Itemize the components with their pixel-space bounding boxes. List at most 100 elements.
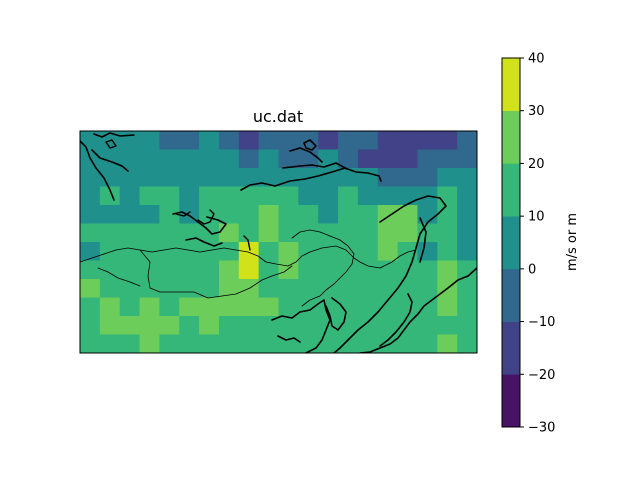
contour-cell xyxy=(258,168,280,188)
contour-cell xyxy=(417,334,438,353)
contour-field xyxy=(80,131,477,353)
contour-cell xyxy=(278,186,299,206)
contour-cell xyxy=(99,334,121,353)
contour-cell xyxy=(218,316,240,336)
contour-cell xyxy=(99,297,121,317)
contour-cell xyxy=(377,260,399,280)
contour-cell xyxy=(80,316,101,336)
contour-cell xyxy=(318,168,339,188)
contour-cell xyxy=(417,205,438,225)
japan-coast xyxy=(379,293,413,347)
contour-cell xyxy=(258,186,280,206)
country-border-2 xyxy=(139,249,293,299)
contour-cell xyxy=(199,168,220,188)
contour-cell xyxy=(199,131,220,151)
contour-cell xyxy=(417,316,438,336)
chart-title: uc.dat xyxy=(253,107,303,126)
contour-cell xyxy=(80,168,101,188)
contour-cell xyxy=(397,205,419,225)
contour-cell xyxy=(417,149,438,169)
contour-cell xyxy=(377,297,399,317)
contour-cell xyxy=(437,316,458,336)
contour-cell xyxy=(159,205,180,225)
contour-cell xyxy=(377,131,399,151)
colorbar-bands xyxy=(502,58,520,428)
contour-cell xyxy=(318,223,339,243)
contour-cell xyxy=(238,316,260,336)
country-border-4 xyxy=(379,249,417,269)
contour-cell xyxy=(99,242,121,262)
contour-cell xyxy=(159,260,180,280)
korea-coast xyxy=(325,297,347,331)
contour-cell xyxy=(179,334,200,353)
contour-cell xyxy=(278,131,299,151)
contour-cell xyxy=(417,242,438,262)
contour-cell xyxy=(238,168,260,188)
contour-cell xyxy=(377,168,399,188)
contour-cell xyxy=(179,131,200,151)
contour-cell xyxy=(377,242,399,262)
contour-cell xyxy=(318,131,339,151)
contour-cell xyxy=(357,297,379,317)
contour-cell xyxy=(238,297,260,317)
map-frame xyxy=(79,130,478,354)
contour-cell xyxy=(278,223,299,243)
contour-cell xyxy=(457,131,477,151)
contour-cell xyxy=(159,149,180,169)
arctic-coastline xyxy=(240,167,382,191)
contour-cell xyxy=(139,316,160,336)
contour-cell xyxy=(338,168,359,188)
contour-cell xyxy=(99,316,121,336)
island-shore xyxy=(105,139,117,149)
colorbar-tick-label: 40 xyxy=(528,52,545,67)
contour-cell xyxy=(397,168,419,188)
contour-cell xyxy=(238,260,260,280)
contour-cell xyxy=(258,131,280,151)
arctic-coastline-east xyxy=(282,162,348,170)
contour-cell xyxy=(119,316,141,336)
contour-cell xyxy=(318,186,339,206)
contour-cell xyxy=(457,334,477,353)
contour-cell xyxy=(119,186,141,206)
contour-cell xyxy=(80,186,101,206)
contour-cell xyxy=(397,149,419,169)
caspian-coast xyxy=(185,237,223,247)
contour-cell xyxy=(397,297,419,317)
caspian-inner xyxy=(197,209,215,225)
contour-cell xyxy=(417,297,438,317)
contour-cell xyxy=(397,279,419,299)
contour-cell xyxy=(278,316,299,336)
contour-cell xyxy=(357,131,379,151)
contour-cell xyxy=(258,334,280,353)
contour-cell xyxy=(218,131,240,151)
contour-cell xyxy=(199,242,220,262)
contour-cell xyxy=(437,186,458,206)
contour-cell xyxy=(457,242,477,262)
contour-cell xyxy=(258,279,280,299)
contour-cell xyxy=(298,297,319,317)
contour-cell xyxy=(417,168,438,188)
contour-cell xyxy=(199,205,220,225)
contour-cell xyxy=(159,316,180,336)
contour-cell xyxy=(119,223,141,243)
contour-cell xyxy=(139,279,160,299)
contour-cell xyxy=(437,205,458,225)
contour-cell xyxy=(238,223,260,243)
contour-cell xyxy=(298,279,319,299)
contour-cell xyxy=(159,297,180,317)
contour-cell xyxy=(397,223,419,243)
contour-cell xyxy=(278,242,299,262)
contour-cell xyxy=(238,242,260,262)
contour-cell xyxy=(457,223,477,243)
contour-cell xyxy=(238,149,260,169)
contour-cell xyxy=(199,149,220,169)
contour-cell xyxy=(457,316,477,336)
contour-cell xyxy=(139,205,160,225)
contour-cell xyxy=(119,131,141,151)
contour-cell xyxy=(318,205,339,225)
contour-cell xyxy=(238,131,260,151)
contour-cell xyxy=(437,242,458,262)
contour-cell xyxy=(338,279,359,299)
contour-cell xyxy=(179,260,200,280)
